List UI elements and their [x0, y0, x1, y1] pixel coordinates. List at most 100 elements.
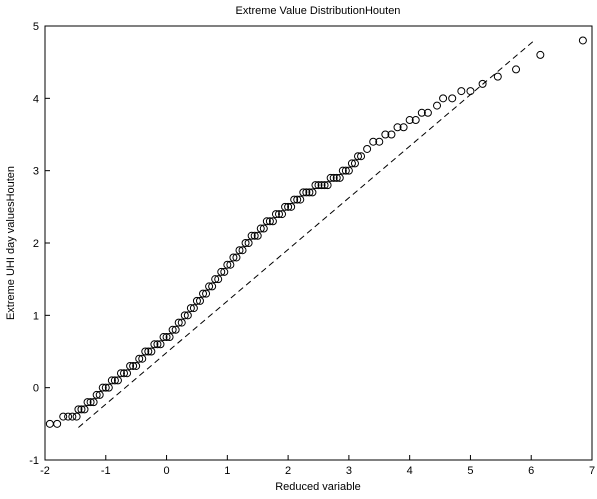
data-point: [256, 224, 265, 233]
data-point: [311, 181, 320, 190]
data-point: [199, 289, 208, 298]
y-axis-label: Extreme UHI day valuesHouten: [5, 166, 17, 320]
data-point: [512, 65, 521, 74]
data-point: [287, 202, 296, 211]
data-point: [320, 181, 329, 190]
data-point: [120, 369, 129, 378]
data-point: [235, 246, 244, 255]
data-point: [363, 144, 372, 153]
data-point: [126, 361, 135, 370]
x-tick-label: 6: [528, 465, 534, 477]
data-point: [113, 376, 122, 385]
data-point: [45, 419, 54, 428]
y-tick-label: 3: [33, 166, 39, 178]
data-point: [247, 231, 256, 240]
data-point: [350, 159, 359, 168]
data-point: [232, 253, 241, 262]
data-point: [478, 79, 487, 88]
data-point: [174, 318, 183, 327]
data-point: [208, 282, 217, 291]
data-point: [375, 137, 384, 146]
data-point: [357, 152, 366, 161]
data-point: [229, 253, 238, 262]
x-axis-label: Reduced variable: [275, 481, 361, 493]
data-point: [186, 304, 195, 313]
y-tick-label: 5: [33, 21, 39, 33]
data-point: [129, 361, 138, 370]
x-tick-label: 7: [589, 465, 595, 477]
data-point: [284, 202, 293, 211]
data-point: [98, 383, 107, 392]
data-point: [77, 405, 86, 414]
data-point: [202, 289, 211, 298]
data-point: [59, 412, 68, 421]
data-point: [144, 347, 153, 356]
data-point: [223, 260, 232, 269]
y-tick-label: 4: [33, 93, 39, 105]
data-point: [423, 108, 432, 117]
data-point: [302, 188, 311, 197]
data-point: [107, 376, 116, 385]
data-point: [433, 101, 442, 110]
data-point: [238, 246, 247, 255]
data-point: [168, 325, 177, 334]
data-point: [141, 347, 150, 356]
data-point: [457, 87, 466, 96]
data-point: [95, 390, 104, 399]
data-point: [253, 231, 262, 240]
y-tick-label: -1: [29, 455, 39, 467]
data-point: [177, 318, 186, 327]
data-point: [138, 354, 147, 363]
data-point: [244, 239, 253, 247]
y-tick-label: 1: [33, 310, 39, 322]
data-point: [293, 195, 302, 204]
data-point: [281, 202, 290, 211]
x-tick-label: 2: [285, 465, 291, 477]
data-point: [369, 137, 378, 146]
data-point: [308, 188, 317, 197]
data-point: [171, 325, 180, 334]
data-point: [110, 376, 119, 385]
data-point: [241, 239, 250, 247]
data-point: [448, 94, 457, 103]
data-point: [183, 311, 192, 320]
x-tick-label: 0: [163, 465, 169, 477]
x-tick-label: -1: [101, 465, 111, 477]
data-point: [214, 275, 223, 284]
data-point: [578, 36, 587, 45]
x-tick-label: -2: [40, 465, 50, 477]
x-tick-label: 4: [407, 465, 413, 477]
data-point: [104, 383, 113, 392]
data-point: [347, 159, 356, 168]
y-tick-label: 2: [33, 238, 39, 250]
data-point: [116, 369, 125, 378]
data-point: [278, 210, 287, 219]
data-point: [74, 405, 83, 414]
data-point: [68, 412, 77, 421]
data-point: [89, 398, 98, 407]
data-point: [156, 340, 165, 349]
x-tick-label: 5: [467, 465, 473, 477]
x-tick-label: 1: [224, 465, 230, 477]
data-point: [159, 333, 168, 342]
data-point: [64, 412, 73, 421]
data-point: [314, 181, 323, 190]
data-point: [53, 419, 62, 428]
data-point: [466, 87, 475, 96]
y-tick-label: 0: [33, 383, 39, 395]
data-point: [72, 412, 81, 421]
data-point: [132, 361, 141, 370]
x-tick-label: 3: [346, 465, 352, 477]
data-point: [439, 94, 448, 103]
data-point: [262, 217, 271, 226]
data-point: [101, 383, 110, 392]
data-point: [180, 311, 189, 320]
data-point: [493, 72, 502, 81]
data-point: [332, 173, 341, 182]
data-point: [147, 347, 156, 356]
data-point: [387, 130, 396, 139]
data-point: [271, 210, 280, 219]
data-point: [259, 224, 268, 233]
data-point: [205, 282, 214, 291]
